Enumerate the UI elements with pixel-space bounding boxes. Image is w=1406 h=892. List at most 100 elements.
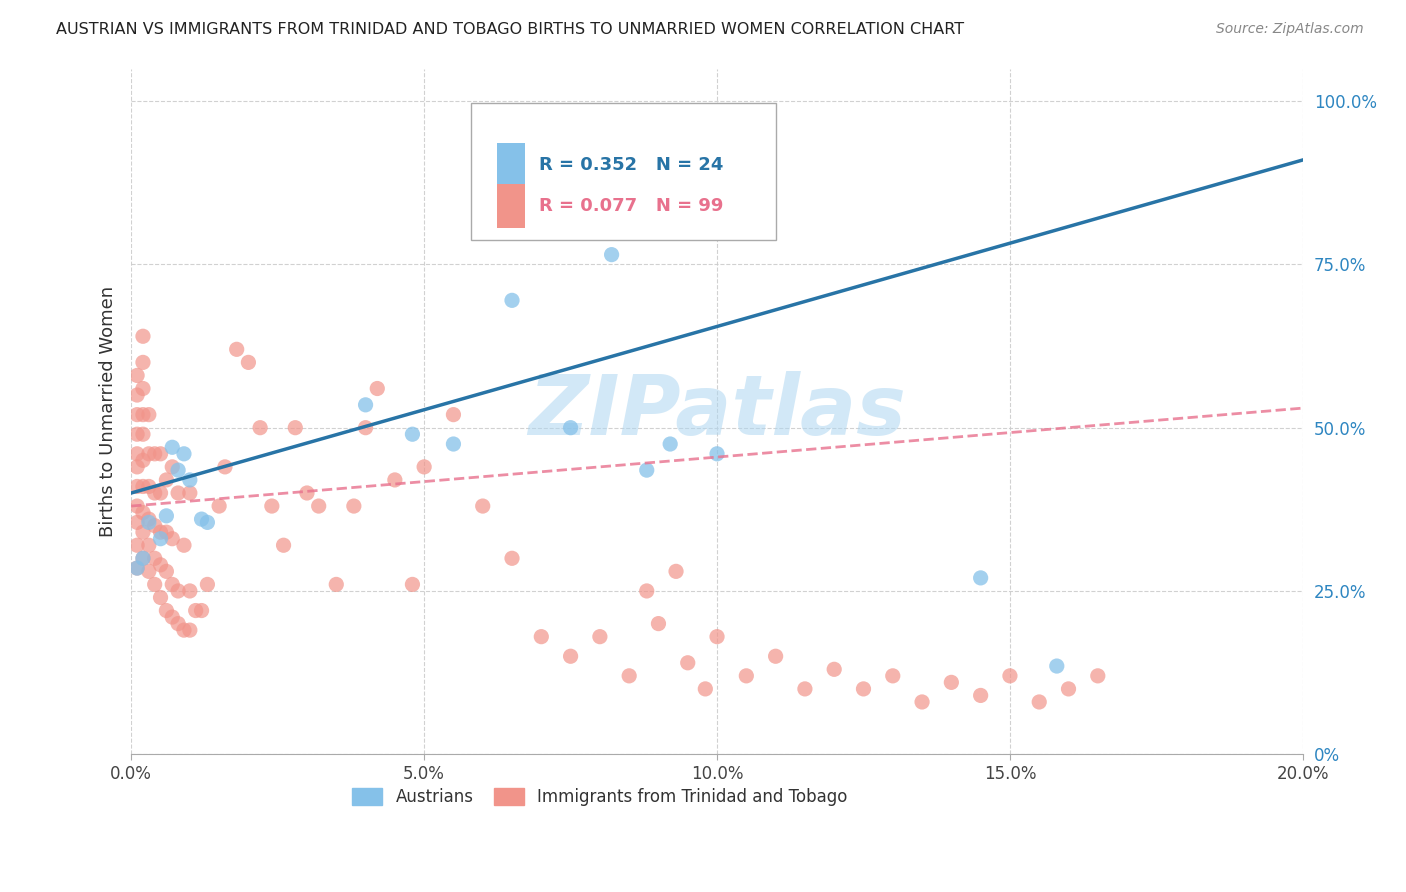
Point bbox=[560, 420, 582, 434]
Point bbox=[1046, 659, 1069, 673]
Point bbox=[190, 512, 212, 526]
Point bbox=[589, 630, 612, 644]
Point bbox=[138, 538, 160, 552]
Point bbox=[273, 538, 295, 552]
Point bbox=[173, 538, 195, 552]
Point bbox=[676, 656, 699, 670]
Point bbox=[852, 681, 875, 696]
Point bbox=[173, 623, 195, 637]
Point bbox=[167, 583, 190, 598]
Point bbox=[197, 577, 219, 591]
Point bbox=[636, 463, 658, 477]
Point bbox=[308, 499, 330, 513]
Point bbox=[132, 355, 155, 369]
Point bbox=[127, 459, 149, 474]
Point bbox=[143, 518, 166, 533]
Point bbox=[162, 532, 184, 546]
Point bbox=[190, 603, 212, 617]
Point bbox=[138, 512, 160, 526]
Point bbox=[149, 486, 172, 500]
Point bbox=[530, 630, 553, 644]
Point bbox=[138, 565, 160, 579]
Point bbox=[600, 247, 623, 261]
Point bbox=[325, 577, 347, 591]
Point bbox=[366, 382, 388, 396]
Point bbox=[132, 382, 155, 396]
Point bbox=[636, 583, 658, 598]
Point bbox=[132, 479, 155, 493]
Point bbox=[793, 681, 815, 696]
FancyBboxPatch shape bbox=[496, 143, 524, 187]
Text: R = 0.077   N = 99: R = 0.077 N = 99 bbox=[538, 197, 723, 215]
Point bbox=[143, 486, 166, 500]
Point bbox=[941, 675, 963, 690]
Point bbox=[441, 408, 464, 422]
Point bbox=[167, 463, 190, 477]
Point bbox=[260, 499, 283, 513]
Point bbox=[471, 219, 494, 233]
Point bbox=[149, 447, 172, 461]
Point bbox=[501, 293, 523, 308]
Point bbox=[132, 525, 155, 540]
Point bbox=[238, 355, 260, 369]
Point bbox=[138, 447, 160, 461]
Point bbox=[143, 577, 166, 591]
Point bbox=[560, 649, 582, 664]
Point bbox=[155, 525, 177, 540]
Point bbox=[162, 610, 184, 624]
Text: AUSTRIAN VS IMMIGRANTS FROM TRINIDAD AND TOBAGO BIRTHS TO UNMARRIED WOMEN CORREL: AUSTRIAN VS IMMIGRANTS FROM TRINIDAD AND… bbox=[56, 22, 965, 37]
Point bbox=[155, 473, 177, 487]
Point bbox=[127, 479, 149, 493]
Point bbox=[343, 499, 366, 513]
Point bbox=[127, 561, 149, 575]
Point bbox=[1087, 669, 1109, 683]
Point bbox=[823, 662, 845, 676]
Point bbox=[162, 440, 184, 454]
Point bbox=[179, 473, 201, 487]
Point bbox=[384, 473, 406, 487]
Point bbox=[132, 551, 155, 566]
Point bbox=[617, 669, 640, 683]
Point bbox=[354, 420, 377, 434]
Point bbox=[969, 571, 991, 585]
Point bbox=[706, 447, 728, 461]
Point bbox=[401, 577, 423, 591]
Point bbox=[155, 508, 177, 523]
Point bbox=[530, 195, 553, 210]
Point bbox=[225, 343, 247, 357]
Point bbox=[138, 516, 160, 530]
Point bbox=[179, 583, 201, 598]
FancyBboxPatch shape bbox=[471, 103, 776, 240]
Point bbox=[665, 565, 688, 579]
Point bbox=[471, 499, 494, 513]
Text: Source: ZipAtlas.com: Source: ZipAtlas.com bbox=[1216, 22, 1364, 37]
Point bbox=[911, 695, 934, 709]
Point bbox=[173, 447, 195, 461]
Point bbox=[401, 427, 423, 442]
Point bbox=[735, 669, 758, 683]
Point bbox=[162, 459, 184, 474]
Point bbox=[132, 453, 155, 467]
Point bbox=[155, 565, 177, 579]
Point bbox=[138, 408, 160, 422]
Point bbox=[127, 538, 149, 552]
Point bbox=[413, 459, 436, 474]
Point bbox=[127, 368, 149, 383]
Point bbox=[155, 603, 177, 617]
Point bbox=[765, 649, 787, 664]
Point bbox=[149, 558, 172, 572]
Point bbox=[143, 447, 166, 461]
Point bbox=[184, 603, 207, 617]
Point bbox=[127, 427, 149, 442]
Point bbox=[295, 486, 318, 500]
Point bbox=[127, 408, 149, 422]
Point bbox=[179, 486, 201, 500]
Point bbox=[706, 630, 728, 644]
Point bbox=[138, 479, 160, 493]
Point bbox=[127, 516, 149, 530]
Point bbox=[647, 616, 669, 631]
Point bbox=[214, 459, 236, 474]
Point bbox=[659, 437, 682, 451]
Point bbox=[354, 398, 377, 412]
FancyBboxPatch shape bbox=[496, 184, 524, 228]
